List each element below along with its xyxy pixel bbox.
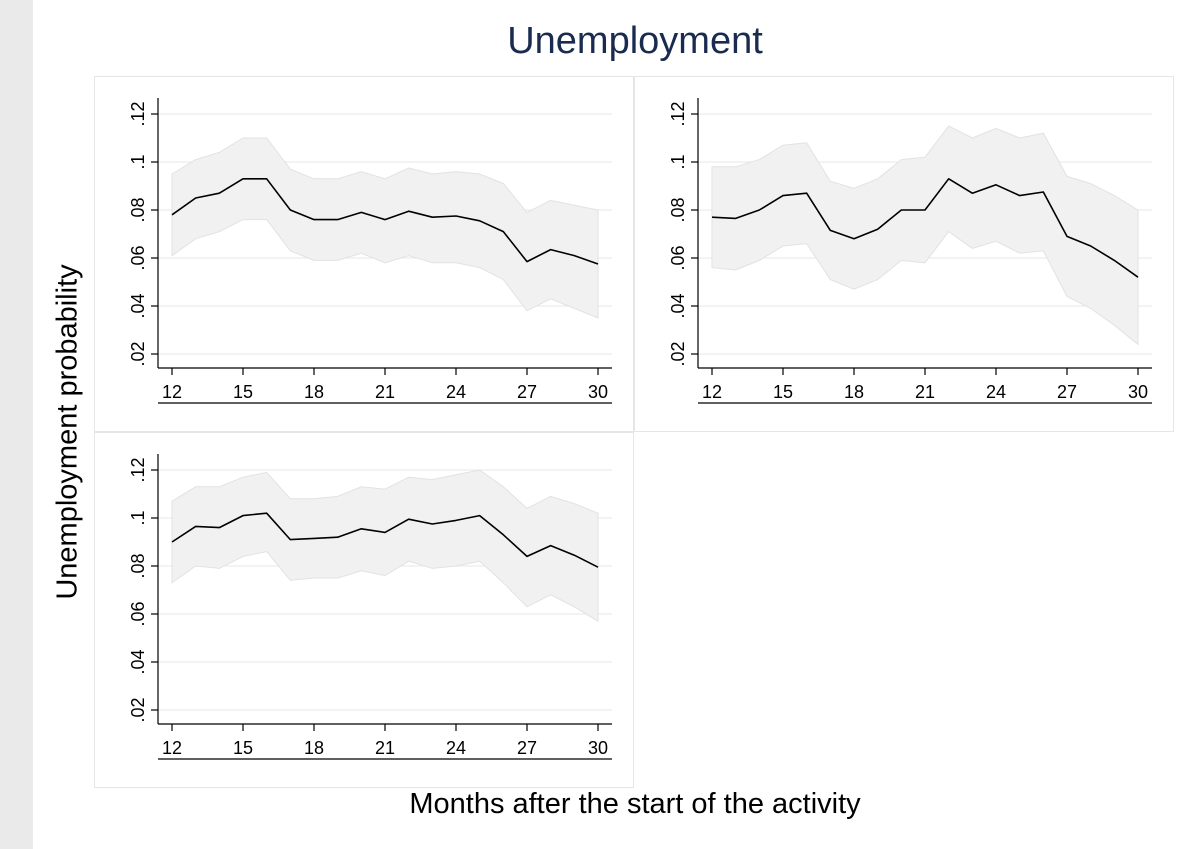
y-tick-label: .06	[128, 245, 148, 270]
y-tick-label: .02	[128, 697, 148, 722]
estimate-line	[711, 178, 1139, 278]
x-tick-label: 15	[233, 738, 253, 758]
y-tick-label: .12	[128, 101, 148, 126]
y-tick-label: .12	[128, 457, 148, 482]
x-tick-label: 30	[588, 382, 608, 402]
y-tick-label: .04	[128, 293, 148, 318]
y-tick-label: .06	[128, 601, 148, 626]
x-tick-label: 12	[702, 382, 722, 402]
y-tick-label: .1	[668, 154, 688, 169]
confidence-band	[171, 469, 599, 623]
x-tick-label: 27	[517, 738, 537, 758]
x-tick-label: 30	[1128, 382, 1148, 402]
y-axis-title: Unemployment probability	[51, 264, 84, 600]
x-tick-label: 27	[1057, 382, 1077, 402]
x-axis-title: Months after the start of the activity	[409, 788, 861, 820]
x-tick-label: 24	[446, 382, 466, 402]
x-tick-label: 18	[844, 382, 864, 402]
x-tick-label: 12	[162, 382, 182, 402]
line-chart-top-left: .02 .04 .06 .08 .1 .12 12 15 18 21 24 27 30	[128, 98, 612, 404]
x-tick-label: 30	[588, 738, 608, 758]
y-tick-label: .06	[668, 245, 688, 270]
y-tick-label: .1	[128, 510, 148, 525]
confidence-band	[711, 125, 1139, 346]
x-tick-label: 12	[162, 738, 182, 758]
y-tick-label: .04	[668, 293, 688, 318]
y-tick-label: .08	[128, 197, 148, 222]
line-chart-top-right: .02 .04 .06 .08 .1 .12 12 15 18 21 24 27 30	[668, 98, 1152, 404]
y-tick-label: .02	[668, 341, 688, 366]
y-tick-label: .04	[128, 649, 148, 674]
x-tick-label: 15	[773, 382, 793, 402]
y-tick-label: .12	[668, 101, 688, 126]
x-tick-label: 24	[446, 738, 466, 758]
x-tick-label: 18	[304, 382, 324, 402]
confidence-band	[171, 137, 599, 319]
x-tick-label: 18	[304, 738, 324, 758]
x-tick-label: 27	[517, 382, 537, 402]
x-tick-label: 21	[915, 382, 935, 402]
chart-title: Unemployment	[507, 20, 763, 62]
estimate-line	[171, 178, 599, 265]
x-tick-label: 24	[986, 382, 1006, 402]
line-chart-bottom-left: .02 .04 .06 .08 .1 .12 12 15 18 21 24 27 30	[128, 454, 612, 760]
x-tick-label: 21	[375, 738, 395, 758]
y-tick-label: .08	[128, 553, 148, 578]
x-tick-label: 21	[375, 382, 395, 402]
x-tick-label: 15	[233, 382, 253, 402]
estimate-line	[171, 512, 599, 568]
y-tick-label: .1	[128, 154, 148, 169]
y-tick-label: .08	[668, 197, 688, 222]
y-tick-label: .02	[128, 341, 148, 366]
